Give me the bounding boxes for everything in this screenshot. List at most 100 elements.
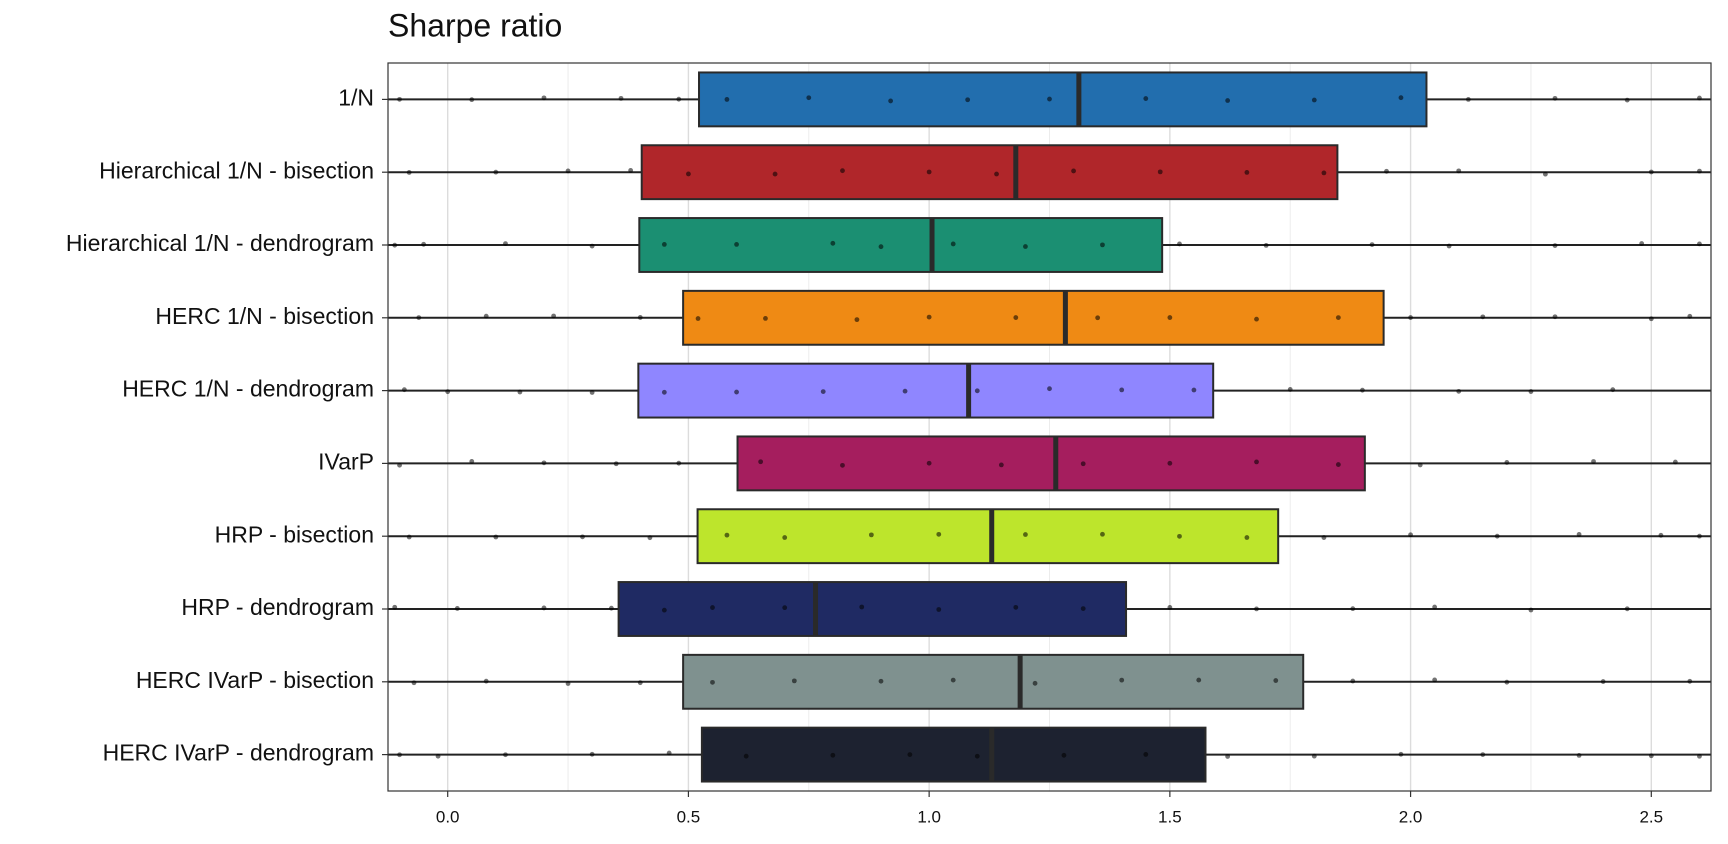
point — [435, 753, 441, 759]
x-tick-label: 1.0 — [917, 807, 941, 826]
point — [1254, 459, 1259, 465]
point — [406, 534, 412, 540]
point — [878, 244, 884, 250]
point — [1408, 315, 1413, 320]
box — [736, 435, 1366, 492]
point — [1023, 532, 1028, 537]
point — [888, 98, 894, 104]
point — [1528, 389, 1534, 394]
point — [1369, 242, 1375, 248]
point — [1672, 459, 1678, 465]
point — [1480, 752, 1486, 757]
point — [734, 242, 739, 247]
point — [589, 751, 595, 757]
point — [1143, 96, 1149, 101]
point — [1658, 532, 1664, 538]
point — [1167, 605, 1173, 610]
point — [1648, 169, 1654, 175]
point — [1225, 98, 1231, 103]
point — [1013, 604, 1019, 610]
point — [974, 753, 980, 759]
x-tick-label: 1.5 — [1158, 807, 1182, 826]
point — [1244, 170, 1250, 175]
point — [416, 315, 422, 321]
point — [1167, 315, 1173, 320]
point — [397, 462, 402, 468]
point — [637, 315, 643, 320]
point — [1119, 677, 1125, 683]
point — [1697, 753, 1702, 759]
point — [1398, 751, 1404, 757]
point — [840, 168, 845, 174]
point — [661, 389, 667, 395]
point — [1254, 316, 1259, 322]
point — [1071, 168, 1076, 174]
point — [541, 460, 547, 466]
point — [1244, 535, 1250, 540]
point — [469, 459, 475, 464]
point — [1384, 168, 1389, 174]
box — [637, 362, 1215, 419]
point — [926, 169, 932, 175]
point — [686, 171, 691, 177]
point — [830, 752, 836, 758]
point — [1697, 168, 1702, 174]
x-tick-label: 2.0 — [1399, 807, 1423, 826]
point — [454, 606, 460, 611]
point — [1591, 459, 1596, 464]
point — [1552, 314, 1558, 320]
point — [1624, 606, 1630, 612]
point — [907, 752, 913, 757]
point — [974, 388, 980, 394]
point — [1167, 460, 1173, 466]
point — [1648, 316, 1654, 322]
point — [1177, 241, 1182, 247]
point — [859, 604, 865, 610]
point — [1432, 677, 1438, 683]
point — [676, 96, 682, 102]
point — [1456, 168, 1462, 174]
category-label: HERC 1/N - bisection — [155, 303, 374, 329]
point — [397, 96, 402, 102]
point — [1648, 753, 1654, 759]
point — [830, 240, 836, 246]
point — [503, 752, 508, 758]
point — [666, 750, 672, 756]
point — [411, 680, 417, 686]
category-label: HERC IVarP - bisection — [136, 667, 374, 693]
point — [1350, 678, 1356, 684]
point — [936, 531, 942, 537]
point — [1100, 531, 1105, 537]
point — [1254, 606, 1259, 612]
point — [782, 535, 788, 540]
point — [483, 313, 489, 319]
point — [1095, 315, 1101, 321]
point — [1273, 678, 1279, 683]
point — [820, 389, 826, 394]
point — [406, 170, 412, 175]
x-tick-label: 2.5 — [1639, 807, 1663, 826]
point — [565, 681, 571, 686]
point — [397, 752, 402, 758]
point — [401, 387, 407, 393]
category-label: Hierarchical 1/N - bisection — [99, 157, 374, 183]
category-label: HERC IVarP - dendrogram — [103, 740, 374, 766]
point — [1191, 387, 1197, 393]
point — [1552, 243, 1558, 249]
point — [541, 605, 547, 611]
point — [1360, 387, 1365, 393]
point — [661, 242, 667, 247]
point — [1687, 313, 1693, 319]
point — [1494, 533, 1500, 539]
point — [551, 313, 557, 319]
category-label: 1/N — [338, 84, 374, 110]
point — [1432, 604, 1438, 610]
point — [1287, 387, 1293, 392]
point — [1350, 606, 1356, 612]
point — [758, 459, 764, 465]
point — [965, 97, 971, 103]
point — [710, 679, 715, 685]
point — [1542, 171, 1548, 177]
point — [1398, 95, 1404, 101]
